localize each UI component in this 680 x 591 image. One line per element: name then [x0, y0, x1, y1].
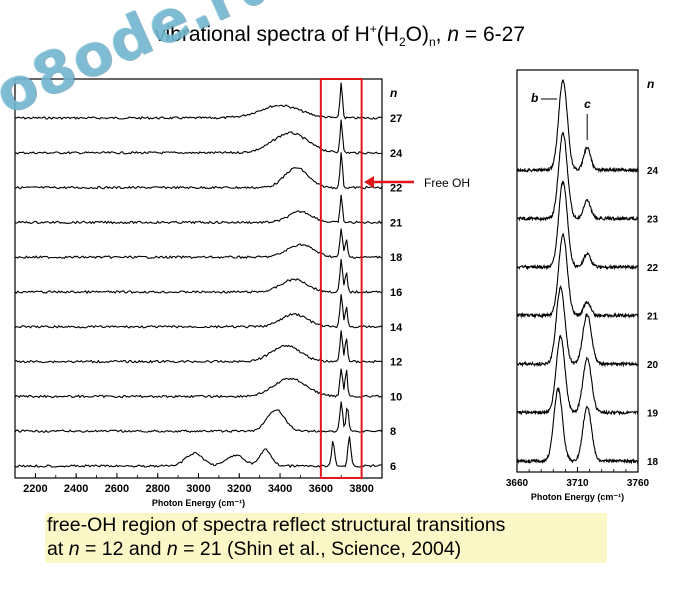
series-label: 18: [390, 252, 402, 264]
free-oh-arrow-head: [364, 176, 374, 188]
x-axis-label: Photon Energy (cm⁻¹): [531, 492, 624, 502]
x-tick-label: 3710: [566, 478, 589, 489]
slide-title: vibrational spectra of H+(H2O)n, n = 6-2…: [0, 22, 680, 49]
annotations: Free OH: [364, 176, 470, 190]
x-tick-label: 3600: [309, 483, 333, 495]
series-label: 16: [390, 287, 402, 299]
left-chart: 2200 2400 2600 2800 3000 3200 3400 3600 3800 Phot…: [14, 78, 403, 508]
title-sub: 2: [398, 35, 406, 50]
spectrum-trace: [14, 436, 383, 469]
x-tick-label: 2800: [145, 483, 169, 495]
free-oh-highlight-box: [319, 78, 363, 479]
spectrum-trace: [14, 152, 383, 190]
spectrum-trace: [516, 79, 639, 174]
spectrum-trace: [516, 284, 638, 368]
spectrum-trace: [516, 232, 639, 320]
series-label: 8: [390, 426, 396, 438]
spectrum-trace: [14, 259, 383, 295]
x-tick-label: 3660: [506, 478, 529, 489]
caption-line-2: at n = 12 and n = 21 (Shin et al., Scien…: [47, 538, 462, 560]
spectrum-trace: [14, 228, 383, 260]
title-text: ,: [435, 23, 448, 46]
series-label: 10: [390, 391, 402, 403]
title-text: O): [405, 23, 429, 46]
series-label: 6: [390, 461, 396, 473]
x-tick-label: 3400: [268, 483, 292, 495]
spectrum-trace: [14, 368, 383, 399]
spectrum-trace: [14, 294, 383, 329]
series-label: 21: [390, 217, 402, 229]
spectrum-trace: [14, 401, 383, 433]
x-tick-label: 3800: [349, 483, 373, 495]
plot-frame: [14, 78, 383, 479]
x-tick-label: 3000: [186, 483, 210, 495]
series-label: 23: [647, 215, 659, 226]
series-label: 20: [647, 360, 659, 371]
title-text: = 6-27: [459, 23, 525, 46]
series-label: 24: [647, 166, 659, 177]
caption-line-1: free-OH region of spectra reflect struct…: [47, 514, 506, 536]
x-tick-label: 3200: [227, 483, 251, 495]
series-label: 18: [647, 457, 659, 468]
title-sub: n: [428, 35, 436, 50]
spectrum-trace: [14, 330, 383, 364]
series-label: 21: [647, 312, 659, 323]
series-header: n: [647, 77, 654, 91]
spectrum-trace: [14, 194, 383, 225]
x-tick-label: 2200: [23, 483, 47, 495]
free-oh-label: Free OH: [424, 176, 470, 190]
spectrum-trace: [516, 131, 639, 223]
title-text: (H: [376, 23, 399, 46]
spectrum-trace: [516, 180, 639, 271]
x-tick-label: 2400: [64, 483, 88, 495]
title-italic-n: n: [447, 23, 460, 46]
series-label: 14: [390, 322, 403, 334]
x-tick-label: 2600: [105, 483, 129, 495]
spectrum-trace: [516, 386, 639, 465]
series-label: 22: [390, 183, 402, 195]
x-axis-label: Photon Energy (cm⁻¹): [152, 498, 245, 508]
series-label: 19: [647, 409, 659, 420]
title-text: vibrational spectra of H: [155, 23, 370, 46]
peak-label-b: b: [531, 91, 538, 105]
spectrum-trace: [516, 334, 639, 416]
series-label: 24: [390, 148, 403, 160]
caption-box: free-OH region of spectra reflect struct…: [45, 513, 607, 563]
series-label: 12: [390, 357, 402, 369]
x-tick-label: 3760: [627, 478, 650, 489]
series-label: 27: [390, 113, 402, 125]
series-header: n: [390, 86, 397, 100]
title-sup: +: [369, 22, 377, 36]
series-label: 22: [647, 263, 659, 274]
peak-label-c: c: [584, 97, 591, 111]
spectrum-trace: [14, 119, 383, 155]
